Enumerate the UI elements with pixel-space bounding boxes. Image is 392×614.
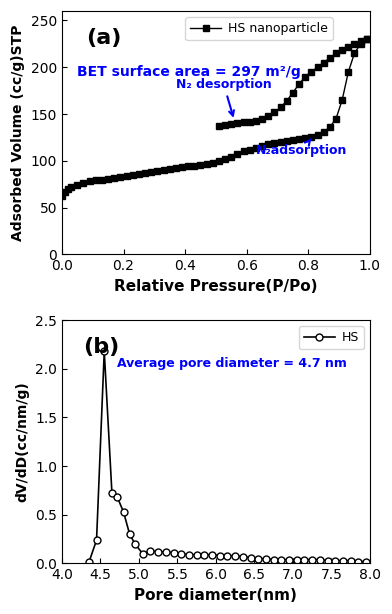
Text: N₂ desorption: N₂ desorption — [176, 78, 272, 115]
HS — [163, 548, 168, 556]
HS — [110, 490, 114, 497]
HS — [210, 551, 214, 558]
Legend: HS: HS — [299, 327, 364, 349]
HS — [171, 549, 176, 556]
HS nanoparticle — [198, 161, 203, 168]
HS — [179, 550, 183, 558]
HS — [248, 554, 253, 561]
HS — [156, 548, 160, 556]
HS — [356, 558, 361, 565]
HS — [310, 556, 314, 563]
Text: (b): (b) — [83, 337, 120, 357]
Y-axis label: Adsorbed Volume (cc/g)STP: Adsorbed Volume (cc/g)STP — [11, 25, 25, 241]
HS — [187, 551, 191, 558]
Text: N₂adsorption: N₂adsorption — [256, 139, 347, 157]
HS — [121, 508, 126, 516]
HS — [202, 551, 207, 558]
HS nanoparticle — [241, 148, 246, 155]
Text: Average pore diameter = 4.7 nm: Average pore diameter = 4.7 nm — [117, 357, 347, 370]
HS nanoparticle — [365, 36, 369, 43]
X-axis label: Relative Pressure(P/Po): Relative Pressure(P/Po) — [114, 279, 318, 294]
HS — [302, 556, 307, 563]
HS — [94, 537, 99, 544]
HS — [102, 348, 107, 355]
HS — [364, 558, 368, 565]
Line: HS: HS — [85, 348, 370, 566]
HS — [218, 552, 222, 559]
HS — [333, 557, 338, 564]
HS — [256, 555, 261, 562]
HS — [115, 494, 120, 501]
Line: HS nanoparticle: HS nanoparticle — [60, 36, 370, 199]
HS — [87, 559, 91, 566]
X-axis label: Pore diameter(nm): Pore diameter(nm) — [134, 588, 298, 603]
Legend: HS nanoparticle: HS nanoparticle — [185, 17, 332, 41]
HS — [225, 552, 230, 559]
HS — [318, 556, 322, 563]
HS — [271, 556, 276, 563]
Text: BET surface area = 297 m²/g: BET surface area = 297 m²/g — [77, 64, 301, 79]
HS nanoparticle — [340, 96, 345, 104]
HS nanoparticle — [60, 193, 65, 200]
HS nanoparticle — [254, 144, 258, 152]
Y-axis label: dV/dD(cc/nm/g): dV/dD(cc/nm/g) — [16, 381, 29, 502]
HS — [127, 530, 132, 538]
HS — [348, 557, 353, 564]
HS — [279, 556, 284, 563]
HS — [325, 557, 330, 564]
HS — [341, 557, 345, 564]
Text: (a): (a) — [87, 28, 122, 48]
HS nanoparticle — [161, 166, 166, 174]
HS — [263, 555, 268, 562]
HS — [148, 547, 153, 554]
HS — [287, 556, 291, 563]
HS nanoparticle — [75, 182, 80, 189]
HS — [241, 553, 245, 561]
HS — [233, 552, 238, 559]
HS — [133, 540, 138, 548]
HS — [294, 556, 299, 563]
HS — [140, 550, 145, 558]
HS — [194, 551, 199, 558]
